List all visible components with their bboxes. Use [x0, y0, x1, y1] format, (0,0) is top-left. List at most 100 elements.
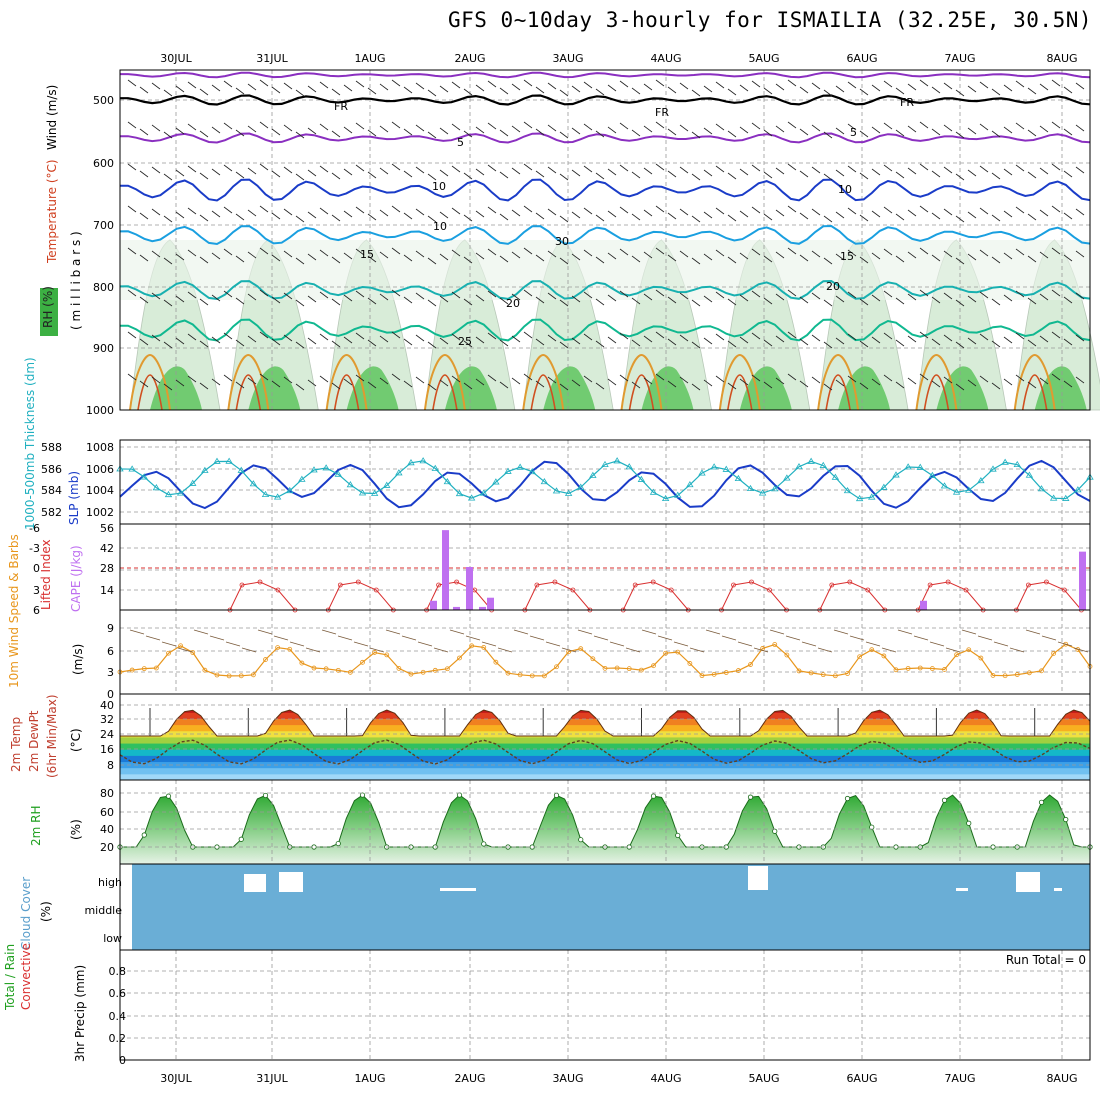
wind-barb [979, 291, 989, 299]
thickness-point [1074, 486, 1082, 493]
wind-barb [295, 89, 305, 97]
contour-30-9 [1013, 353, 1056, 411]
wind-barb [559, 215, 569, 223]
wind-speed-point [954, 652, 960, 658]
wind-barb [223, 80, 233, 88]
wind-barb [163, 89, 173, 97]
rh-legend-swatch [40, 288, 58, 336]
wind-barb [319, 249, 329, 257]
wind-barb [1075, 166, 1085, 174]
wind-barb [139, 254, 149, 262]
wind-barb-10m [929, 641, 945, 647]
lifted-point [1062, 587, 1067, 593]
wind-barb [439, 379, 449, 387]
wind-speed-point [905, 666, 911, 671]
contour-35-2 [333, 374, 360, 411]
wind-barb [955, 131, 965, 139]
wind-barb-10m [673, 641, 689, 647]
lifted-point [650, 579, 656, 585]
date-label-top: 5AUG [748, 52, 779, 65]
thickness-point [310, 466, 318, 473]
wind-speed-point [481, 645, 487, 650]
thickness-point [225, 457, 233, 464]
wind-barb [775, 125, 785, 133]
wind-barb [355, 332, 365, 340]
wind-barb [199, 256, 209, 264]
wind-barb-10m [641, 629, 657, 635]
wind-barb [715, 375, 725, 383]
wind-barb [655, 205, 665, 213]
wind-barb-10m [129, 629, 145, 635]
cloud-ylabel: Cloud Cover [19, 877, 33, 950]
wind-barb [175, 337, 185, 345]
wind-barb [1051, 289, 1061, 297]
wind-barb [1015, 374, 1025, 382]
lifted-point [1026, 582, 1031, 588]
lifted-point [829, 582, 835, 588]
wind-barb [655, 247, 665, 255]
wind-barb [979, 333, 989, 341]
wind-barb [283, 334, 293, 342]
wind-barb [283, 208, 293, 216]
thickness-point [1025, 471, 1034, 478]
contour-30-2 [325, 353, 368, 411]
wind-speed-point [323, 666, 329, 672]
wind-barb [991, 340, 1001, 348]
cape-ytick: 28 [100, 562, 114, 575]
slp-thickness-panel: 588 586 584 582 1008 1006 1004 1002 [41, 439, 1094, 525]
wind-barb [463, 172, 473, 180]
wind-barb [427, 173, 437, 181]
wind-barb [367, 129, 377, 137]
rh-point [772, 828, 778, 834]
wind-barb [919, 121, 929, 129]
rh-contour-label-1: 30 [555, 235, 569, 248]
contour-35-6 [727, 374, 753, 411]
wind-barb [475, 84, 485, 92]
wind-barb [1063, 170, 1073, 178]
wind-barb [859, 214, 869, 222]
lifted-point [668, 587, 674, 593]
wind-barb [835, 127, 845, 135]
wind-barb [727, 172, 737, 180]
wind-barb [163, 383, 173, 391]
contour-35-9 [1021, 374, 1048, 411]
wind-barb [775, 293, 785, 301]
wind-barb-10m [321, 629, 337, 635]
wind-barb [451, 249, 461, 257]
wind-barb [283, 292, 293, 300]
wind-barb [319, 291, 329, 299]
wind-speed-point [1014, 672, 1020, 677]
wind-barb [535, 212, 545, 220]
wind-barb [751, 290, 761, 298]
contour-30-5 [620, 353, 663, 411]
thickness-point [1001, 458, 1009, 465]
rh2m-ylabel: 2m RH [29, 806, 43, 847]
upper-ytick: 800 [93, 281, 114, 294]
wind-barb [187, 249, 197, 257]
wind-barb [547, 166, 557, 174]
wind-speed-point [1063, 641, 1069, 647]
wind-barb [223, 374, 233, 382]
cape-ytick: 42 [100, 542, 114, 555]
wind-barb [931, 170, 941, 178]
wind-barb [583, 375, 593, 383]
wind-barb [619, 164, 629, 172]
wind-barb [895, 129, 905, 137]
thickness-point [467, 494, 476, 501]
wind-barb [223, 290, 233, 298]
wind-barb [451, 333, 461, 341]
thickness-point [807, 457, 815, 464]
wind-barb [415, 292, 425, 300]
wind-barb [1051, 79, 1061, 87]
wind-barb [175, 379, 185, 387]
wind-barb [1051, 205, 1061, 213]
thickness-point [613, 457, 621, 464]
wind-speed-point [675, 649, 681, 655]
wind-barb [331, 130, 341, 138]
run-total-label: Run Total = 0 [1006, 953, 1086, 967]
contour-30-6 [718, 353, 761, 411]
wind-barb [403, 254, 413, 262]
wind-barb [1075, 82, 1085, 90]
wind-barb [907, 83, 917, 91]
wind-barb [679, 292, 689, 300]
